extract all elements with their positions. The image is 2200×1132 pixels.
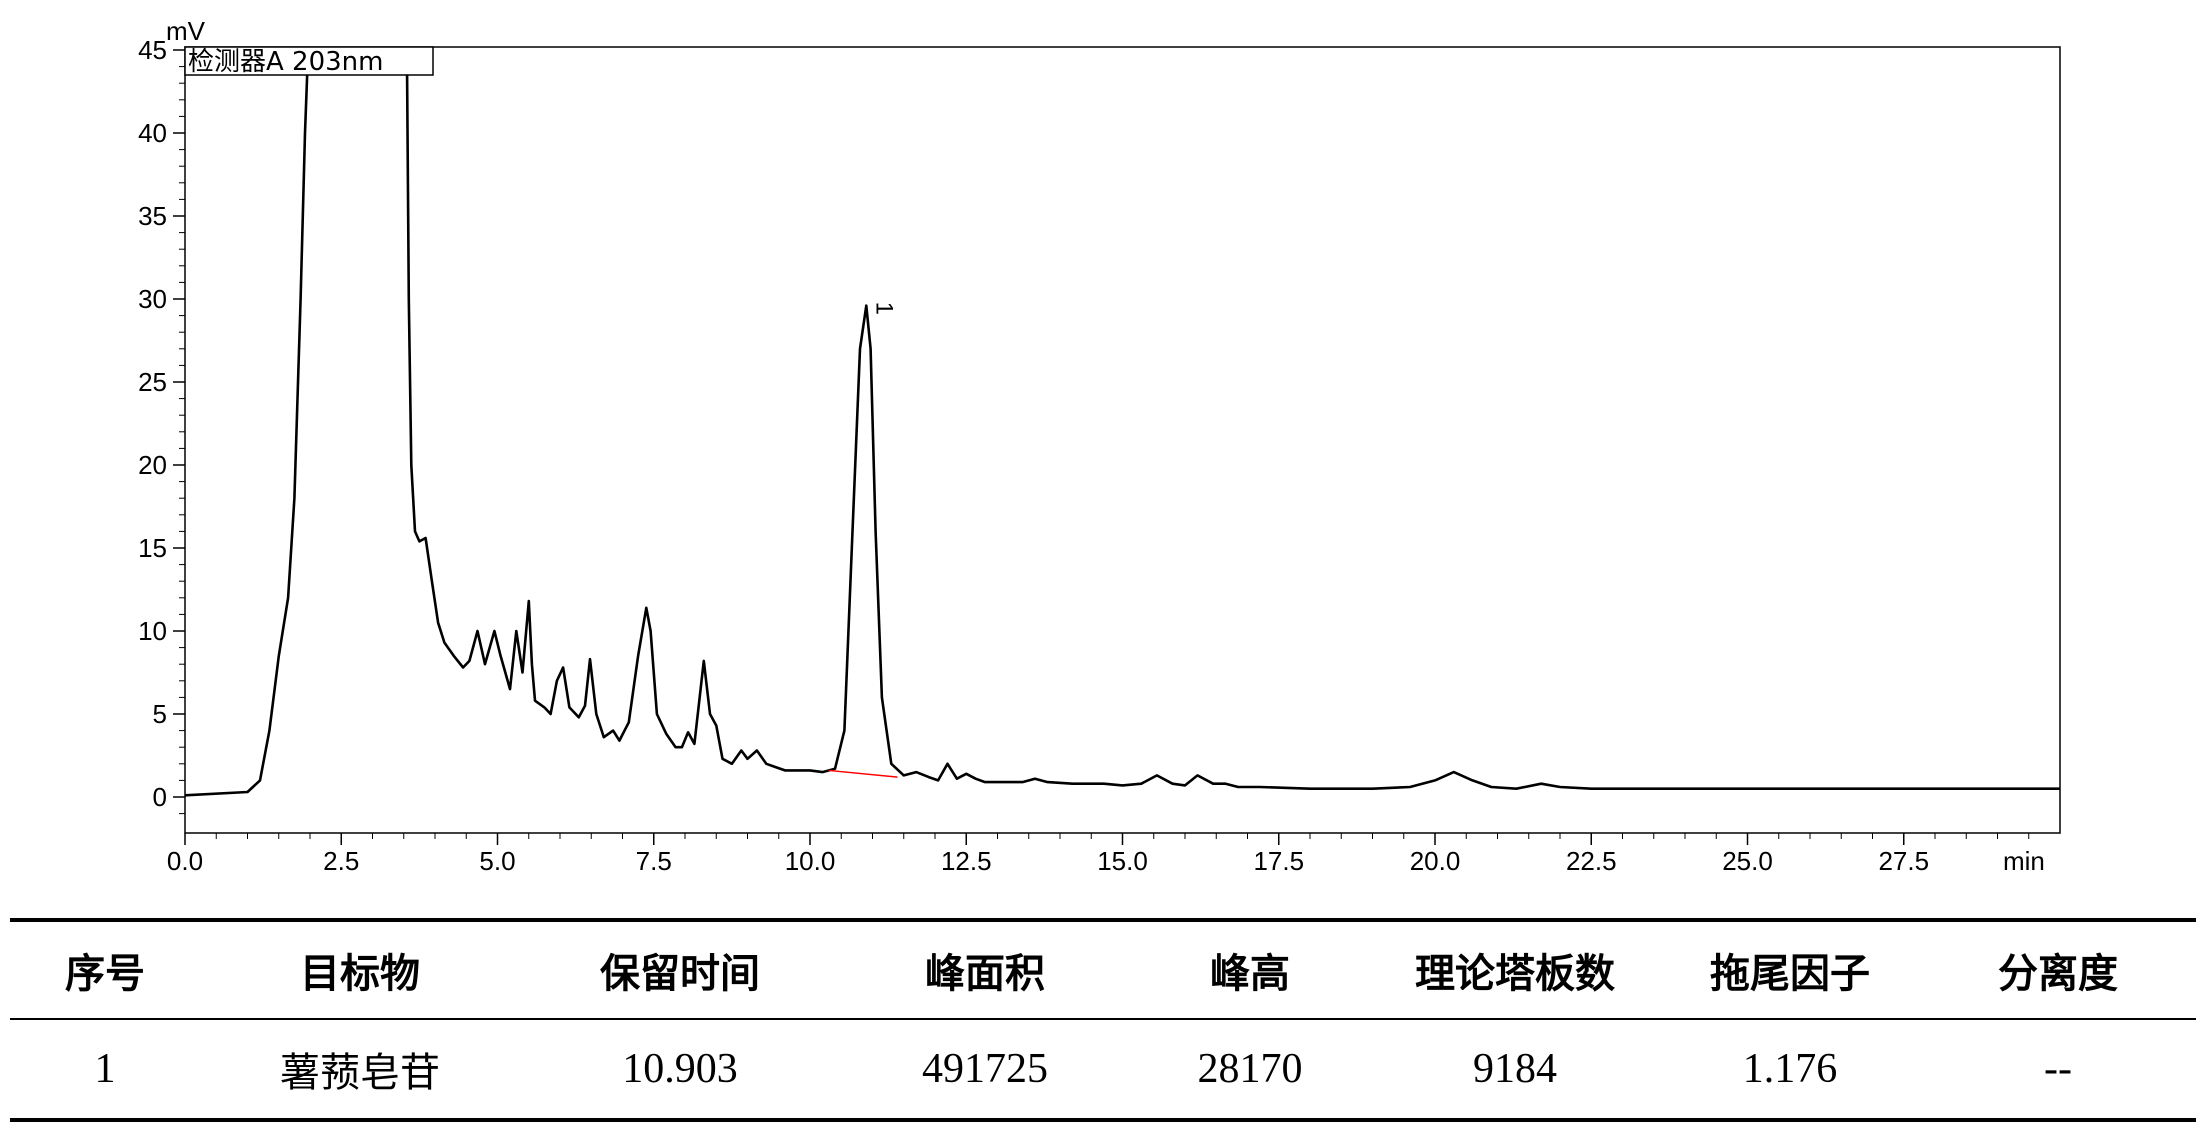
x-tick-label: 20.0 bbox=[1410, 846, 1461, 876]
header-peak-area: 峰面积 bbox=[925, 951, 1045, 997]
y-unit-label: mV bbox=[166, 16, 206, 46]
table-row: 1 薯蓣皂苷 10.903 491725 28170 9184 1.176 -- bbox=[10, 1019, 2196, 1120]
cell-plate-number: 9184 bbox=[1473, 1046, 1557, 1092]
header-target: 目标物 bbox=[300, 951, 420, 997]
header-tailing-factor: 拖尾因子 bbox=[1710, 951, 1870, 997]
cell-resolution: -- bbox=[2044, 1046, 2072, 1092]
chromatogram-trace bbox=[185, 48, 2060, 797]
header-retention-time: 保留时间 bbox=[600, 951, 760, 997]
x-tick-label: 25.0 bbox=[1722, 846, 1773, 876]
axes-layer: 0 5 10 15 20 25 30 35 40 45 0.0 2.5 5.0 7.5 10.0 12.5 15… bbox=[138, 35, 2030, 876]
y-tick-label: 10 bbox=[138, 616, 167, 646]
cell-retention-time: 10.903 bbox=[622, 1046, 738, 1092]
cell-peak-height: 28170 bbox=[1197, 1046, 1303, 1092]
cell-target: 薯蓣皂苷 bbox=[280, 1050, 440, 1096]
y-tick-label: 40 bbox=[138, 118, 167, 148]
y-tick-label: 20 bbox=[138, 450, 167, 480]
y-tick-label: 5 bbox=[153, 699, 167, 729]
y-tick-label: 25 bbox=[138, 367, 167, 397]
results-table: 序号 目标物 保留时间 峰面积 峰高 理论塔板数 拖尾因子 分离度 1 薯蓣皂苷… bbox=[10, 918, 2196, 1122]
detector-label-box: 检测器A 203nm bbox=[184, 46, 434, 77]
peak-1-label: 1 bbox=[870, 302, 897, 315]
x-tick-label: 15.0 bbox=[1097, 846, 1148, 876]
x-tick-label: 12.5 bbox=[941, 846, 992, 876]
x-tick-label: 27.5 bbox=[1878, 846, 1929, 876]
chromatogram-chart: 0 5 10 15 20 25 30 35 40 45 0.0 2.5 5.0 7.5 10.0 12.5 15… bbox=[138, 16, 2061, 876]
x-tick-label: 0.0 bbox=[167, 846, 203, 876]
x-tick-label: 22.5 bbox=[1566, 846, 1617, 876]
x-unit-label: min bbox=[2003, 846, 2045, 876]
x-tick-label: 10.0 bbox=[785, 846, 836, 876]
cell-peak-area: 491725 bbox=[922, 1046, 1048, 1092]
header-plate-number: 理论塔板数 bbox=[1415, 951, 1615, 997]
x-tick-label: 7.5 bbox=[636, 846, 672, 876]
header-resolution: 分离度 bbox=[1998, 951, 2118, 997]
y-tick-label: 45 bbox=[138, 35, 167, 65]
y-tick-label: 0 bbox=[153, 782, 167, 812]
cell-tailing-factor: 1.176 bbox=[1742, 1046, 1838, 1092]
y-tick-label: 15 bbox=[138, 533, 167, 563]
table-header-row: 序号 目标物 保留时间 峰面积 峰高 理论塔板数 拖尾因子 分离度 bbox=[10, 920, 2196, 1019]
header-peak-height: 峰高 bbox=[1210, 951, 1290, 997]
plot-frame bbox=[184, 46, 2061, 834]
peak-baseline-segment bbox=[828, 769, 898, 778]
y-tick-label: 30 bbox=[138, 284, 167, 314]
detector-label: 检测器A 203nm bbox=[188, 47, 383, 77]
y-tick-label: 35 bbox=[138, 201, 167, 231]
x-tick-label: 17.5 bbox=[1253, 846, 1304, 876]
cell-index: 1 bbox=[94, 1046, 116, 1092]
header-index: 序号 bbox=[65, 951, 145, 997]
x-tick-label: 5.0 bbox=[479, 846, 515, 876]
x-tick-label: 2.5 bbox=[323, 846, 359, 876]
